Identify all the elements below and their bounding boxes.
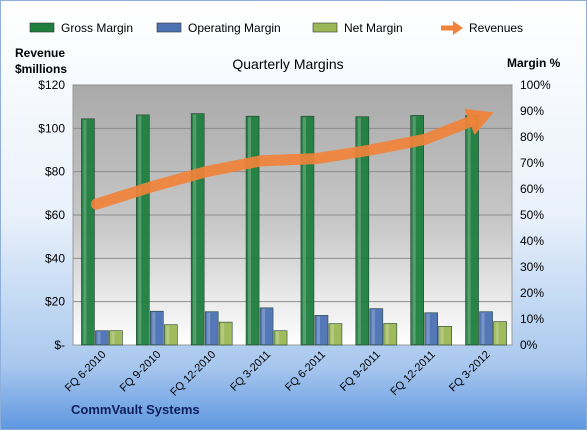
bar-highlight [193, 114, 197, 344]
bar-highlight [426, 313, 430, 344]
right-axis-tick: 50% [520, 208, 544, 222]
bar-net-margin [328, 323, 343, 346]
right-axis-tick: 60% [520, 182, 544, 196]
bar-highlight [97, 331, 101, 344]
bar-operating-margin [314, 315, 329, 346]
bar-operating-margin [95, 330, 109, 346]
bar-highlight [166, 325, 170, 344]
x-axis-tick: FQ 3-2012 [447, 349, 493, 395]
legend-swatch-revenues-head [453, 21, 463, 35]
x-axis-tick: FQ 6-2010 [63, 349, 109, 395]
right-axis-tick: 0% [520, 338, 538, 352]
bar-highlight [316, 316, 320, 344]
bar-gross-margin [81, 118, 95, 346]
bar-operating-margin [204, 311, 219, 346]
bar-net-margin [109, 330, 123, 346]
bar-highlight [330, 324, 334, 344]
bar-highlight [276, 331, 280, 344]
left-axis-tick: $120 [38, 78, 65, 92]
bar-highlight [440, 327, 444, 344]
bar-highlight [357, 117, 361, 344]
left-axis-title-line1: Revenue [15, 46, 65, 60]
legend-swatch-operating-margin [156, 22, 182, 33]
bar-highlight [385, 324, 389, 344]
bar-gross-margin [245, 115, 260, 346]
x-axis-tick: FQ 9-2011 [338, 349, 383, 394]
revenue-arrow-head [464, 108, 494, 135]
right-axis-tick: 10% [520, 312, 544, 326]
revenue-trend-line [90, 116, 475, 210]
bar-operating-margin [150, 310, 164, 346]
x-axis-tick: FQ 3-2011 [228, 349, 273, 394]
bar-highlight [83, 119, 87, 344]
bar-highlight [262, 308, 266, 344]
legend-swatch-net-margin [312, 22, 338, 33]
right-axis-tick: 100% [520, 78, 551, 92]
bar-highlight [302, 117, 306, 344]
bar-highlight [495, 322, 499, 344]
chart-title: Quarterly Margins [232, 56, 343, 72]
right-axis-tick: 80% [520, 130, 544, 144]
legend-swatch-gross-margin [29, 22, 55, 33]
left-axis-tick: $20 [45, 295, 65, 309]
right-axis-tick: 20% [520, 286, 544, 300]
left-axis-tick: $100 [38, 121, 65, 135]
x-axis-tick: FQ 9-2010 [118, 349, 164, 395]
bar-highlight [481, 312, 485, 344]
left-axis-tick: $40 [45, 251, 65, 265]
bar-net-margin [164, 324, 178, 346]
legend-label: Net Margin [344, 21, 403, 35]
right-axis-tick: 40% [520, 234, 544, 248]
bar-highlight [221, 323, 225, 344]
bar-highlight [138, 115, 142, 345]
bar-operating-margin [259, 307, 274, 346]
bar-net-margin [218, 321, 233, 346]
left-axis-title-line2: $millions [15, 62, 67, 76]
bar-gross-margin [465, 115, 479, 346]
right-axis-tick: 30% [520, 260, 544, 274]
legend-label: Gross Margin [61, 21, 133, 35]
left-axis-tick: $- [54, 338, 65, 352]
legend-label: Revenues [469, 21, 523, 35]
x-axis-tick: FQ 6-2011 [283, 349, 328, 394]
bar-highlight [248, 117, 252, 344]
bar-gross-margin [190, 113, 205, 346]
bar-net-margin [438, 325, 452, 346]
bar-net-margin [273, 330, 288, 346]
bar-operating-margin [424, 312, 438, 346]
bar-operating-margin [369, 308, 384, 346]
bar-highlight [111, 331, 115, 344]
left-axis-tick: $60 [45, 208, 65, 222]
right-axis-tick: 90% [520, 104, 544, 118]
bar-operating-margin [479, 311, 493, 346]
bar-gross-margin [136, 114, 150, 346]
bar-highlight [152, 312, 156, 344]
bar-gross-margin [300, 115, 315, 346]
bar-highlight [467, 116, 471, 344]
left-axis-tick: $80 [45, 165, 65, 179]
bar-gross-margin [410, 115, 424, 346]
x-axis-tick: FQ 12-2010 [168, 349, 218, 399]
bar-net-margin [493, 321, 507, 346]
legend-label: Operating Margin [188, 21, 281, 35]
company-name: CommVault Systems [71, 402, 200, 417]
right-axis-title: Margin % [507, 56, 561, 70]
bar-net-margin [383, 323, 398, 346]
bar-gross-margin [355, 116, 370, 346]
bar-highlight [371, 309, 375, 344]
bar-highlight [207, 312, 211, 344]
bar-highlight [412, 116, 416, 344]
right-axis-tick: 70% [520, 156, 544, 170]
x-axis-tick: FQ 12-2011 [388, 349, 437, 398]
